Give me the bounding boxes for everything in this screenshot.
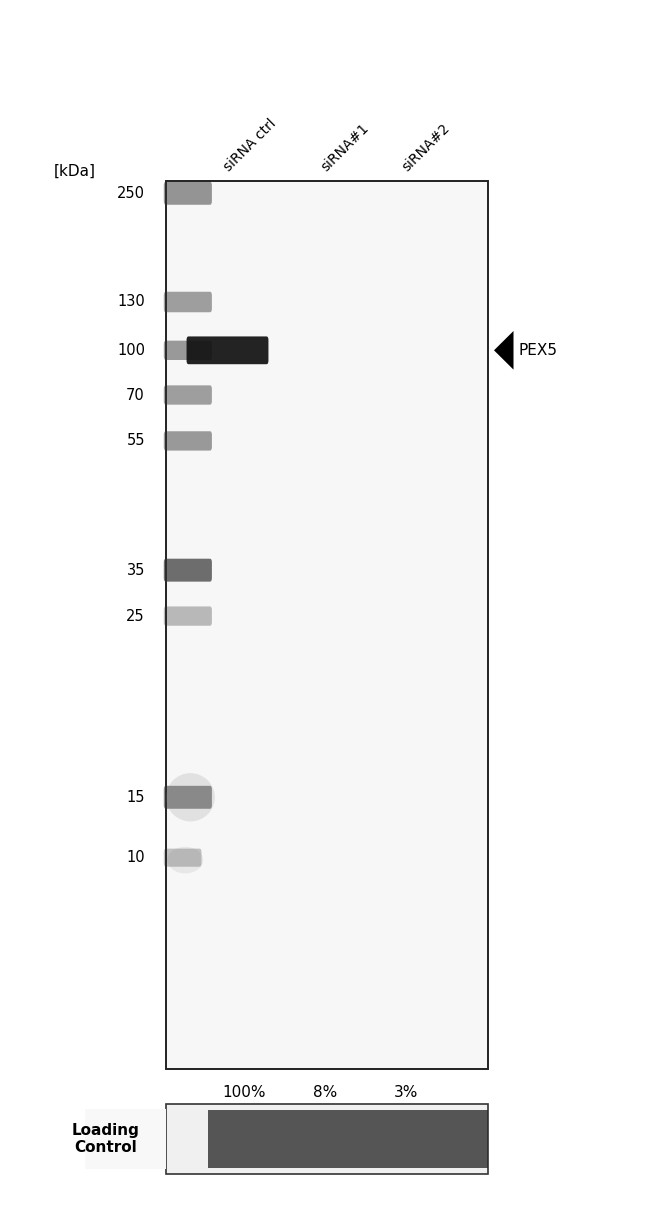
Text: siRNA#1: siRNA#1 bbox=[318, 121, 371, 174]
FancyBboxPatch shape bbox=[164, 558, 212, 581]
Ellipse shape bbox=[168, 847, 203, 873]
FancyBboxPatch shape bbox=[164, 385, 212, 405]
Text: 130: 130 bbox=[117, 295, 145, 309]
FancyBboxPatch shape bbox=[164, 848, 202, 867]
Text: 10: 10 bbox=[126, 850, 145, 865]
Text: siRNA ctrl: siRNA ctrl bbox=[221, 116, 279, 174]
Text: PEX5: PEX5 bbox=[519, 343, 558, 358]
Text: 55: 55 bbox=[127, 434, 145, 448]
Bar bbox=[166, 1104, 488, 1174]
Text: 70: 70 bbox=[126, 388, 145, 402]
FancyBboxPatch shape bbox=[187, 336, 268, 365]
Bar bbox=[166, 181, 488, 1069]
FancyBboxPatch shape bbox=[164, 341, 212, 360]
Text: 100: 100 bbox=[117, 343, 145, 358]
FancyBboxPatch shape bbox=[164, 785, 212, 809]
Text: 250: 250 bbox=[117, 186, 145, 201]
Bar bbox=[84, 1109, 166, 1169]
Text: Loading
Control: Loading Control bbox=[72, 1123, 140, 1155]
FancyBboxPatch shape bbox=[164, 181, 212, 204]
Polygon shape bbox=[494, 331, 514, 370]
Bar bbox=[208, 1110, 488, 1168]
Text: 15: 15 bbox=[127, 790, 145, 805]
Text: 25: 25 bbox=[126, 609, 145, 623]
Text: 35: 35 bbox=[127, 563, 145, 577]
FancyBboxPatch shape bbox=[164, 606, 212, 626]
FancyBboxPatch shape bbox=[164, 291, 212, 312]
Text: siRNA#2: siRNA#2 bbox=[400, 121, 452, 174]
Text: 3%: 3% bbox=[394, 1085, 419, 1099]
FancyBboxPatch shape bbox=[164, 431, 212, 451]
Text: 100%: 100% bbox=[222, 1085, 265, 1099]
Text: [kDa]: [kDa] bbox=[54, 164, 96, 179]
Text: 8%: 8% bbox=[313, 1085, 337, 1099]
Ellipse shape bbox=[166, 773, 214, 821]
